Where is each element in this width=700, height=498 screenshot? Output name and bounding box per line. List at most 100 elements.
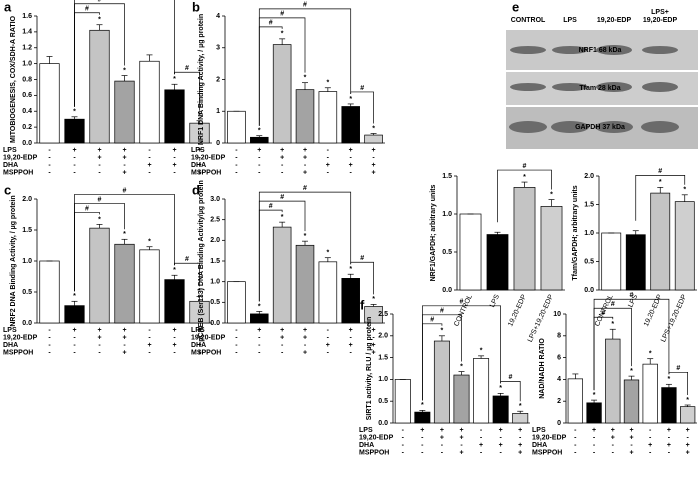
lane-label: 19,20-EDP	[643, 17, 678, 24]
y-tick-label: 1.5	[442, 173, 452, 180]
y-tick-label: 2.5	[210, 217, 220, 224]
treatment-sign: -	[372, 154, 375, 161]
y-tick-label: 1.0	[584, 230, 594, 237]
lane-label: LPS	[563, 17, 577, 24]
treatment-sign: -	[327, 349, 330, 356]
treatment-sign: +	[372, 169, 376, 176]
treatment-sign: -	[235, 342, 238, 349]
treatment-sign: +	[686, 442, 690, 449]
bar	[364, 134, 383, 144]
y-tick-label: 0.0	[442, 287, 452, 294]
band-label: Tfam 28 kDa	[579, 85, 620, 92]
treatment-sign: +	[303, 334, 307, 341]
treatment-sign: -	[48, 169, 51, 176]
treatment-sign: +	[97, 147, 101, 154]
treatment-sign: +	[440, 434, 444, 441]
y-axis-label: NAD/NADH RATIO	[539, 338, 546, 399]
treatment-sign: +	[648, 442, 652, 449]
significance-star: *	[668, 376, 671, 383]
y-tick-label: 3.0	[210, 196, 220, 203]
bracket-label: #	[430, 317, 434, 324]
treatment-sign: -	[235, 147, 238, 154]
treatment-sign: +	[280, 154, 284, 161]
significance-star: *	[281, 214, 284, 221]
treatment-sign: -	[173, 334, 176, 341]
significance-star: *	[659, 179, 662, 186]
treatment-name: DHA	[3, 342, 18, 349]
treatment-name: LPS	[3, 147, 17, 154]
panel-letter: c	[4, 182, 11, 197]
treatment-name: MSPPOH	[191, 349, 221, 356]
treatment-name: 19,20-EDP	[532, 434, 567, 441]
y-tick-label: 2.0	[584, 173, 594, 180]
y-tick-label: 1.0	[22, 60, 32, 67]
y-tick-label: 0.5	[210, 299, 220, 306]
treatment-sign: -	[48, 342, 51, 349]
treatment-sign: +	[197, 147, 201, 154]
y-tick-label: 2.5	[378, 311, 388, 318]
treatment-sign: +	[349, 327, 353, 334]
treatment-sign: +	[611, 427, 615, 434]
treatment-sign: -	[441, 449, 444, 456]
treatment-sign: +	[440, 427, 444, 434]
significance-bracket	[350, 261, 374, 295]
y-tick-label: 1.5	[378, 354, 388, 361]
bar	[650, 192, 671, 291]
treatment-sign: -	[350, 169, 353, 176]
treatment-sign: -	[421, 449, 424, 456]
bracket-label: #	[303, 185, 307, 192]
treatment-sign: -	[73, 169, 76, 176]
treatment-sign: -	[148, 169, 151, 176]
treatment-sign: -	[73, 154, 76, 161]
treatment-sign: +	[72, 327, 76, 334]
treatment-sign: -	[327, 334, 330, 341]
treatment-sign: +	[349, 147, 353, 154]
y-tick-label: 2.0	[210, 237, 220, 244]
treatment-sign: +	[349, 162, 353, 169]
treatment-name: LPS	[359, 427, 373, 434]
y-tick-label: 0.0	[378, 420, 388, 427]
bar	[642, 363, 658, 424]
y-tick-label: 2.0	[378, 333, 388, 340]
bar	[453, 374, 470, 424]
bar	[601, 232, 622, 291]
significance-bracket	[668, 371, 688, 396]
bracket-label: #	[185, 65, 189, 72]
y-tick-label: 1.0	[22, 258, 32, 265]
bracket-label: #	[280, 11, 284, 18]
treatment-sign: +	[147, 342, 151, 349]
bar	[318, 261, 338, 324]
treatment-sign: +	[172, 147, 176, 154]
panel-letter: b	[192, 0, 200, 14]
bracket-label: #	[676, 365, 680, 372]
treatment-sign: -	[148, 349, 151, 356]
treatment-sign: -	[350, 334, 353, 341]
x-tick-label: 19,20-EDP	[643, 293, 664, 327]
treatment-sign: -	[327, 147, 330, 154]
treatment-name: DHA	[191, 342, 206, 349]
y-axis-label: NRF1/GAPDH; arbitrary units	[430, 184, 437, 281]
treatment-sign: +	[372, 147, 376, 154]
treatment-sign: -	[173, 169, 176, 176]
treatment-sign: +	[257, 327, 261, 334]
treatment-sign: -	[281, 349, 284, 356]
bracket-label: #	[85, 205, 89, 212]
treatment-sign: -	[574, 434, 577, 441]
bracket-label: #	[508, 374, 512, 381]
treatment-name: DHA	[191, 162, 206, 169]
y-tick-label: 0.5	[442, 249, 452, 256]
treatment-sign: -	[372, 334, 375, 341]
treatment-sign: -	[123, 162, 126, 169]
bar	[586, 402, 602, 424]
treatment-sign: +	[420, 427, 424, 434]
treatment-sign: -	[421, 434, 424, 441]
treatment-sign: -	[235, 154, 238, 161]
treatment-sign: +	[122, 349, 126, 356]
treatment-sign: -	[258, 342, 261, 349]
treatment-sign: -	[350, 154, 353, 161]
bar	[39, 63, 60, 144]
treatment-name: 19,20-EDP	[3, 334, 38, 341]
treatment-name: DHA	[3, 162, 18, 169]
treatment-sign: -	[612, 449, 615, 456]
treatment-sign: -	[402, 442, 405, 449]
